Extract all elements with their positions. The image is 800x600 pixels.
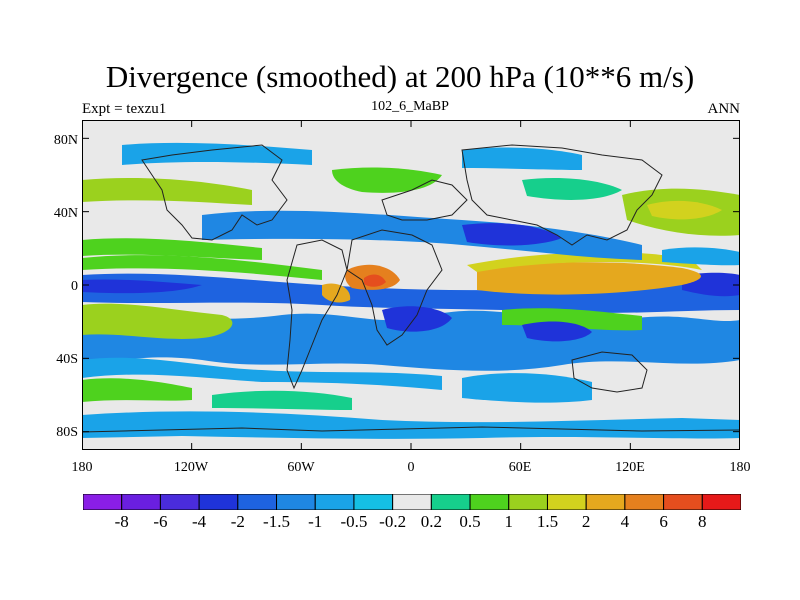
x-tick-0: 0 [407,460,415,475]
colorbar-swatch [276,494,316,510]
y-tick-0: 0 [71,279,78,294]
contour-tibet-green [522,178,622,200]
colorbar-label: -0.5 [340,512,368,531]
coast-europe [381,179,468,221]
contour-nh-blue-3 [662,247,740,266]
colorbar-label: 0.2 [420,512,442,531]
colorbar-swatch [508,494,548,510]
coast-africa [346,229,443,346]
colorbar-swatch [314,494,355,510]
colorbar-label: 1.5 [536,512,559,531]
colorbar-swatch [121,494,161,510]
contour-eq-green-north [82,255,322,280]
colorbar-label: -0.2 [379,512,407,531]
x-tick-120w: 120W [173,460,209,475]
x-tick-180w: 180 [71,460,93,475]
y-tick-80s: 80S [56,425,78,440]
contour-south-green-4 [212,390,352,410]
coast-antarctica [82,426,740,433]
x-tick-120e: 120E [615,460,645,475]
colorbar-swatch [430,494,471,510]
contour-nh-jet-dark [462,223,562,246]
contour-nh-yellow [647,200,722,220]
coast-australia [571,351,648,393]
colorbar-label: -4 [192,512,207,531]
colorbar-label: 8 [698,512,707,531]
colorbar-swatch [624,494,665,510]
axis-ticks [82,120,740,450]
experiment-label: Expt = texzu1 [82,101,167,117]
colorbar-swatch [237,494,278,510]
colorbar-swatch [701,494,741,510]
colorbar [83,494,741,510]
colorbar-label: 2 [581,512,591,531]
colorbar-label: -6 [153,512,168,531]
period-label: 102_6_MaBP [371,99,449,114]
x-tick-180e: 180 [729,460,751,475]
contour-nh-green-1 [82,178,252,205]
y-tick-40s: 40S [56,352,78,367]
contour-nh-green-3 [332,167,442,193]
colorbar-swatch [585,494,626,510]
divergence-map [82,120,740,450]
x-tick-60e: 60E [508,460,532,475]
contour-nh-green-4 [82,238,262,260]
colorbar-label: 1 [504,512,514,531]
contour-africa-peak [364,274,386,287]
x-tick-60w: 60W [287,460,315,475]
colorbar-swatch [198,494,239,510]
season-label: ANN [707,101,741,117]
contour-eq-blue [82,273,740,313]
contour-eq-green-west [467,252,702,272]
map-title: Divergence (smoothed) at 200 hPa (10**6 … [105,59,695,94]
colorbar-label: -2 [230,512,245,531]
colorbar-label: -1 [308,512,323,531]
contour-sh-band-light [82,357,442,390]
contour-eq-dark [82,279,202,294]
colorbar-swatch [469,494,510,510]
contour-south-green-3 [82,378,192,402]
contour-indian-min [522,321,592,342]
colorbar-label: 6 [659,512,668,531]
coast-south-america [286,239,348,390]
coastlines [82,144,740,433]
contour-southern-ocean [82,411,740,439]
colorbar-label: -1.5 [263,512,290,531]
colorbar-swatch [663,494,703,510]
contour-nh-blue-2 [462,147,582,170]
coast-north-america [141,144,288,241]
colorbar-swatch [546,494,587,510]
y-tick-80n: 80N [53,133,78,148]
colorbar-label: 0.5 [459,512,481,531]
contour-south-green-1 [82,303,233,339]
y-tick-40n: 40N [53,206,78,221]
colorbar-swatch [159,494,200,510]
contour-nh-blue-north [122,142,312,165]
contour-satl-min [382,306,452,332]
colorbar-label: 4 [620,512,630,531]
contour-samerica-max [322,283,351,303]
colorbar-swatch [83,494,123,510]
colorbar-label: -8 [114,512,129,531]
colorbar-swatch [392,494,432,510]
contour-south-blue [462,373,592,403]
colorbar-swatch [353,494,394,510]
contour-nh-jet [202,210,642,260]
contour-eq-orange-west [477,262,701,295]
coast-asia [461,144,663,246]
